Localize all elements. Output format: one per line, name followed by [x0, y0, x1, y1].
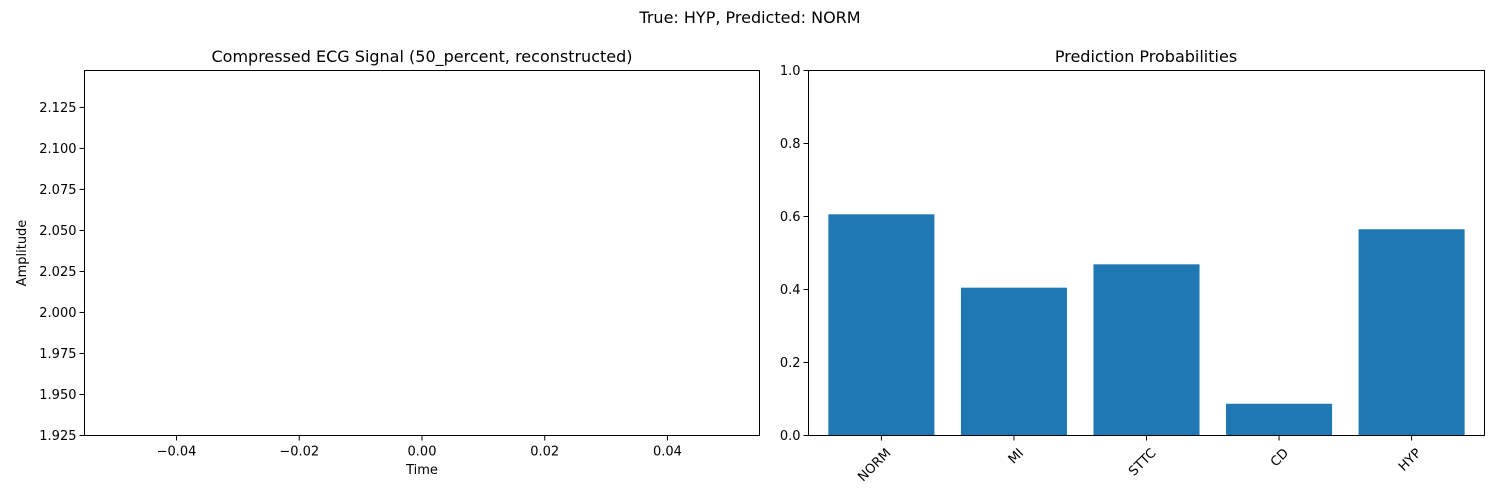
ecg-y-tick-label: 2.125 [39, 101, 76, 116]
bar-y-tick-label: 1.0 [780, 64, 801, 79]
bar-y-tick-label: 0.6 [780, 210, 801, 225]
ecg-y-tick-label: 2.000 [39, 306, 76, 321]
ecg-y-tick-label: 2.025 [39, 265, 76, 280]
bar-series [828, 214, 1465, 436]
ecg-y-tick-label: 2.050 [39, 224, 76, 239]
ecg-plot-title: Compressed ECG Signal (50_percent, recon… [211, 47, 632, 67]
ecg-x-tick-label: −0.02 [279, 445, 319, 460]
ecg-x-axis-label: Time [405, 463, 438, 478]
ecg-plot-axes [84, 70, 760, 436]
bar-sttc [1093, 264, 1200, 436]
bar-x-tick-label-norm: NORM [855, 446, 894, 485]
ecg-x-tick-label: 0.02 [530, 445, 559, 460]
ecg-y-ticks: 1.925 1.950 1.975 2.000 2.025 2.050 2.075 2.100… [39, 101, 85, 444]
bar-y-ticks: 0.0 0.2 0.4 0.6 0.8 1.0 [780, 64, 809, 444]
bar-y-tick-label: 0.2 [780, 356, 801, 371]
bar-norm [828, 214, 935, 436]
ecg-y-tick-label: 2.100 [39, 142, 76, 157]
probability-bar-chart: Prediction Probabilities 0.0 0.2 0.4 0.6 0.8… [780, 47, 1485, 485]
ecg-y-axis-label: Amplitude [15, 220, 30, 287]
ecg-x-tick-label: −0.04 [157, 445, 197, 460]
bar-chart-title: Prediction Probabilities [1055, 47, 1237, 66]
bar-y-tick-label: 0.0 [780, 429, 801, 444]
bar-cd [1226, 403, 1333, 436]
bar-y-tick-label: 0.4 [780, 283, 801, 298]
ecg-x-tick-label: 0.04 [653, 445, 682, 460]
ecg-signal-plot: Compressed ECG Signal (50_percent, recon… [15, 47, 760, 478]
bar-y-tick-label: 0.8 [780, 137, 801, 152]
ecg-y-tick-label: 1.925 [39, 429, 76, 444]
ecg-x-tick-label: 0.00 [408, 445, 437, 460]
ecg-y-tick-label: 1.975 [39, 347, 76, 362]
ecg-y-tick-label: 2.075 [39, 183, 76, 198]
bar-x-tick-label-cd: CD [1268, 446, 1292, 470]
ecg-y-tick-label: 1.950 [39, 388, 76, 403]
bar-x-tick-label-hyp: HYP [1396, 446, 1425, 475]
figure-suptitle: True: HYP, Predicted: NORM [638, 8, 860, 27]
bar-x-tick-label-sttc: STTC [1126, 446, 1159, 479]
bar-x-ticks: NORM MI STTC CD HYP [855, 435, 1425, 485]
bar-hyp [1358, 229, 1465, 436]
ecg-x-ticks: −0.04 −0.02 0.00 0.02 0.04 [157, 435, 682, 460]
bar-x-tick-label-mi: MI [1006, 446, 1027, 467]
bar-mi [960, 287, 1067, 436]
